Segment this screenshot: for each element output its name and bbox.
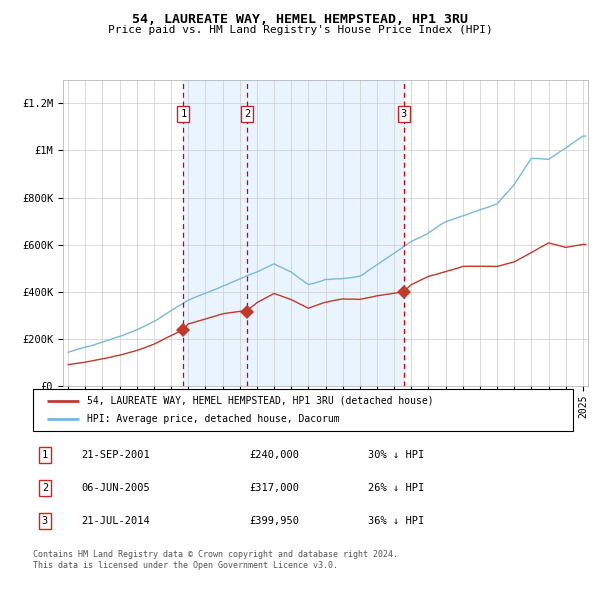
Text: This data is licensed under the Open Government Licence v3.0.: This data is licensed under the Open Gov…: [33, 560, 338, 569]
Text: 26% ↓ HPI: 26% ↓ HPI: [368, 483, 424, 493]
Text: 54, LAUREATE WAY, HEMEL HEMPSTEAD, HP1 3RU (detached house): 54, LAUREATE WAY, HEMEL HEMPSTEAD, HP1 3…: [87, 396, 434, 406]
Text: 21-JUL-2014: 21-JUL-2014: [82, 516, 151, 526]
Text: Contains HM Land Registry data © Crown copyright and database right 2024.: Contains HM Land Registry data © Crown c…: [33, 550, 398, 559]
Bar: [184, 80, 404, 386]
Text: HPI: Average price, detached house, Dacorum: HPI: Average price, detached house, Daco…: [87, 414, 340, 424]
Text: 06-JUN-2005: 06-JUN-2005: [82, 483, 151, 493]
Text: Price paid vs. HM Land Registry's House Price Index (HPI): Price paid vs. HM Land Registry's House …: [107, 25, 493, 35]
Text: 54, LAUREATE WAY, HEMEL HEMPSTEAD, HP1 3RU: 54, LAUREATE WAY, HEMEL HEMPSTEAD, HP1 3…: [132, 13, 468, 26]
Text: 21-SEP-2001: 21-SEP-2001: [82, 450, 151, 460]
Text: 3: 3: [400, 109, 407, 119]
Text: 1: 1: [42, 450, 48, 460]
Text: £240,000: £240,000: [249, 450, 299, 460]
Text: £317,000: £317,000: [249, 483, 299, 493]
FancyBboxPatch shape: [33, 389, 573, 431]
Text: 3: 3: [42, 516, 48, 526]
Text: 36% ↓ HPI: 36% ↓ HPI: [368, 516, 424, 526]
Text: 2: 2: [244, 109, 250, 119]
Text: £399,950: £399,950: [249, 516, 299, 526]
Text: 2: 2: [42, 483, 48, 493]
Text: 30% ↓ HPI: 30% ↓ HPI: [368, 450, 424, 460]
Text: 1: 1: [181, 109, 187, 119]
